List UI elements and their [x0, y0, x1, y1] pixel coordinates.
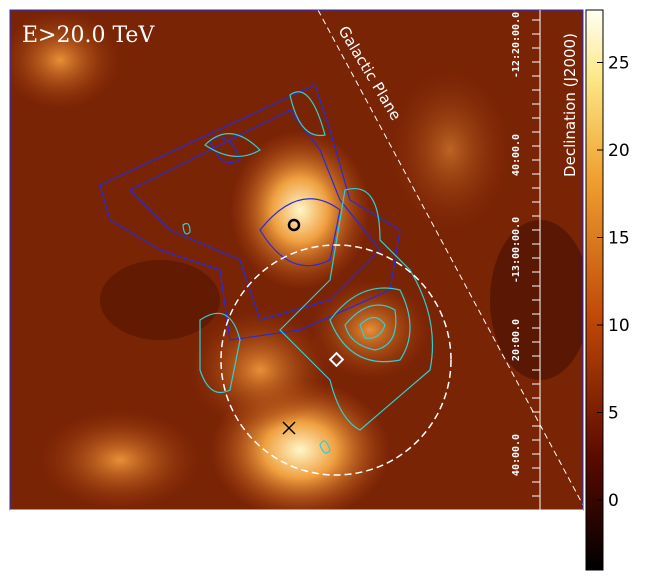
sky-image [10, 10, 583, 510]
title: E>20.0 TeV [22, 23, 155, 48]
marker-cross [282, 421, 296, 435]
colorbar-tick-label: 15 [608, 229, 630, 249]
colorbar-tick-label: 0 [608, 491, 619, 511]
y-tick-label: 40:00.0 [511, 134, 522, 176]
marker-diamond [328, 351, 345, 368]
x-tick-label: 27:00.0 [194, 525, 236, 536]
colorbar-tick-label: 25 [608, 54, 630, 74]
marker-circle [287, 218, 301, 232]
y-tick-label: 20:00.0 [511, 319, 522, 361]
y-axis-label: Declination (J2000) [561, 33, 579, 177]
colorbar-tick-label: 10 [608, 316, 630, 336]
x-tick-label: 18:26:00.0 [270, 525, 330, 536]
y-tick-label: -13:00:00.0 [511, 217, 522, 283]
region-circle [220, 244, 452, 476]
y-tick-label: -12:20:00.0 [511, 12, 522, 78]
galactic-plane [317, 10, 583, 506]
x-tick-label: 29:00.0 [49, 525, 91, 536]
colorbar [585, 9, 604, 571]
x-tick-label: 25:00.0 [361, 525, 403, 536]
x-tick-label: 28:00.0 [121, 525, 163, 536]
x-axis-label: Right Ascension (J2000) [18, 548, 197, 566]
x-tick-label: 24:00.0 [434, 525, 476, 536]
y-tick-label: 40:00.0 [511, 434, 522, 476]
contours-low [99, 84, 401, 341]
colorbar-tick-label: 20 [608, 141, 630, 161]
contours-high [182, 91, 434, 454]
x-tick-label: 23:00.0 [514, 525, 556, 536]
colorbar-tick-label: 5 [608, 404, 619, 424]
